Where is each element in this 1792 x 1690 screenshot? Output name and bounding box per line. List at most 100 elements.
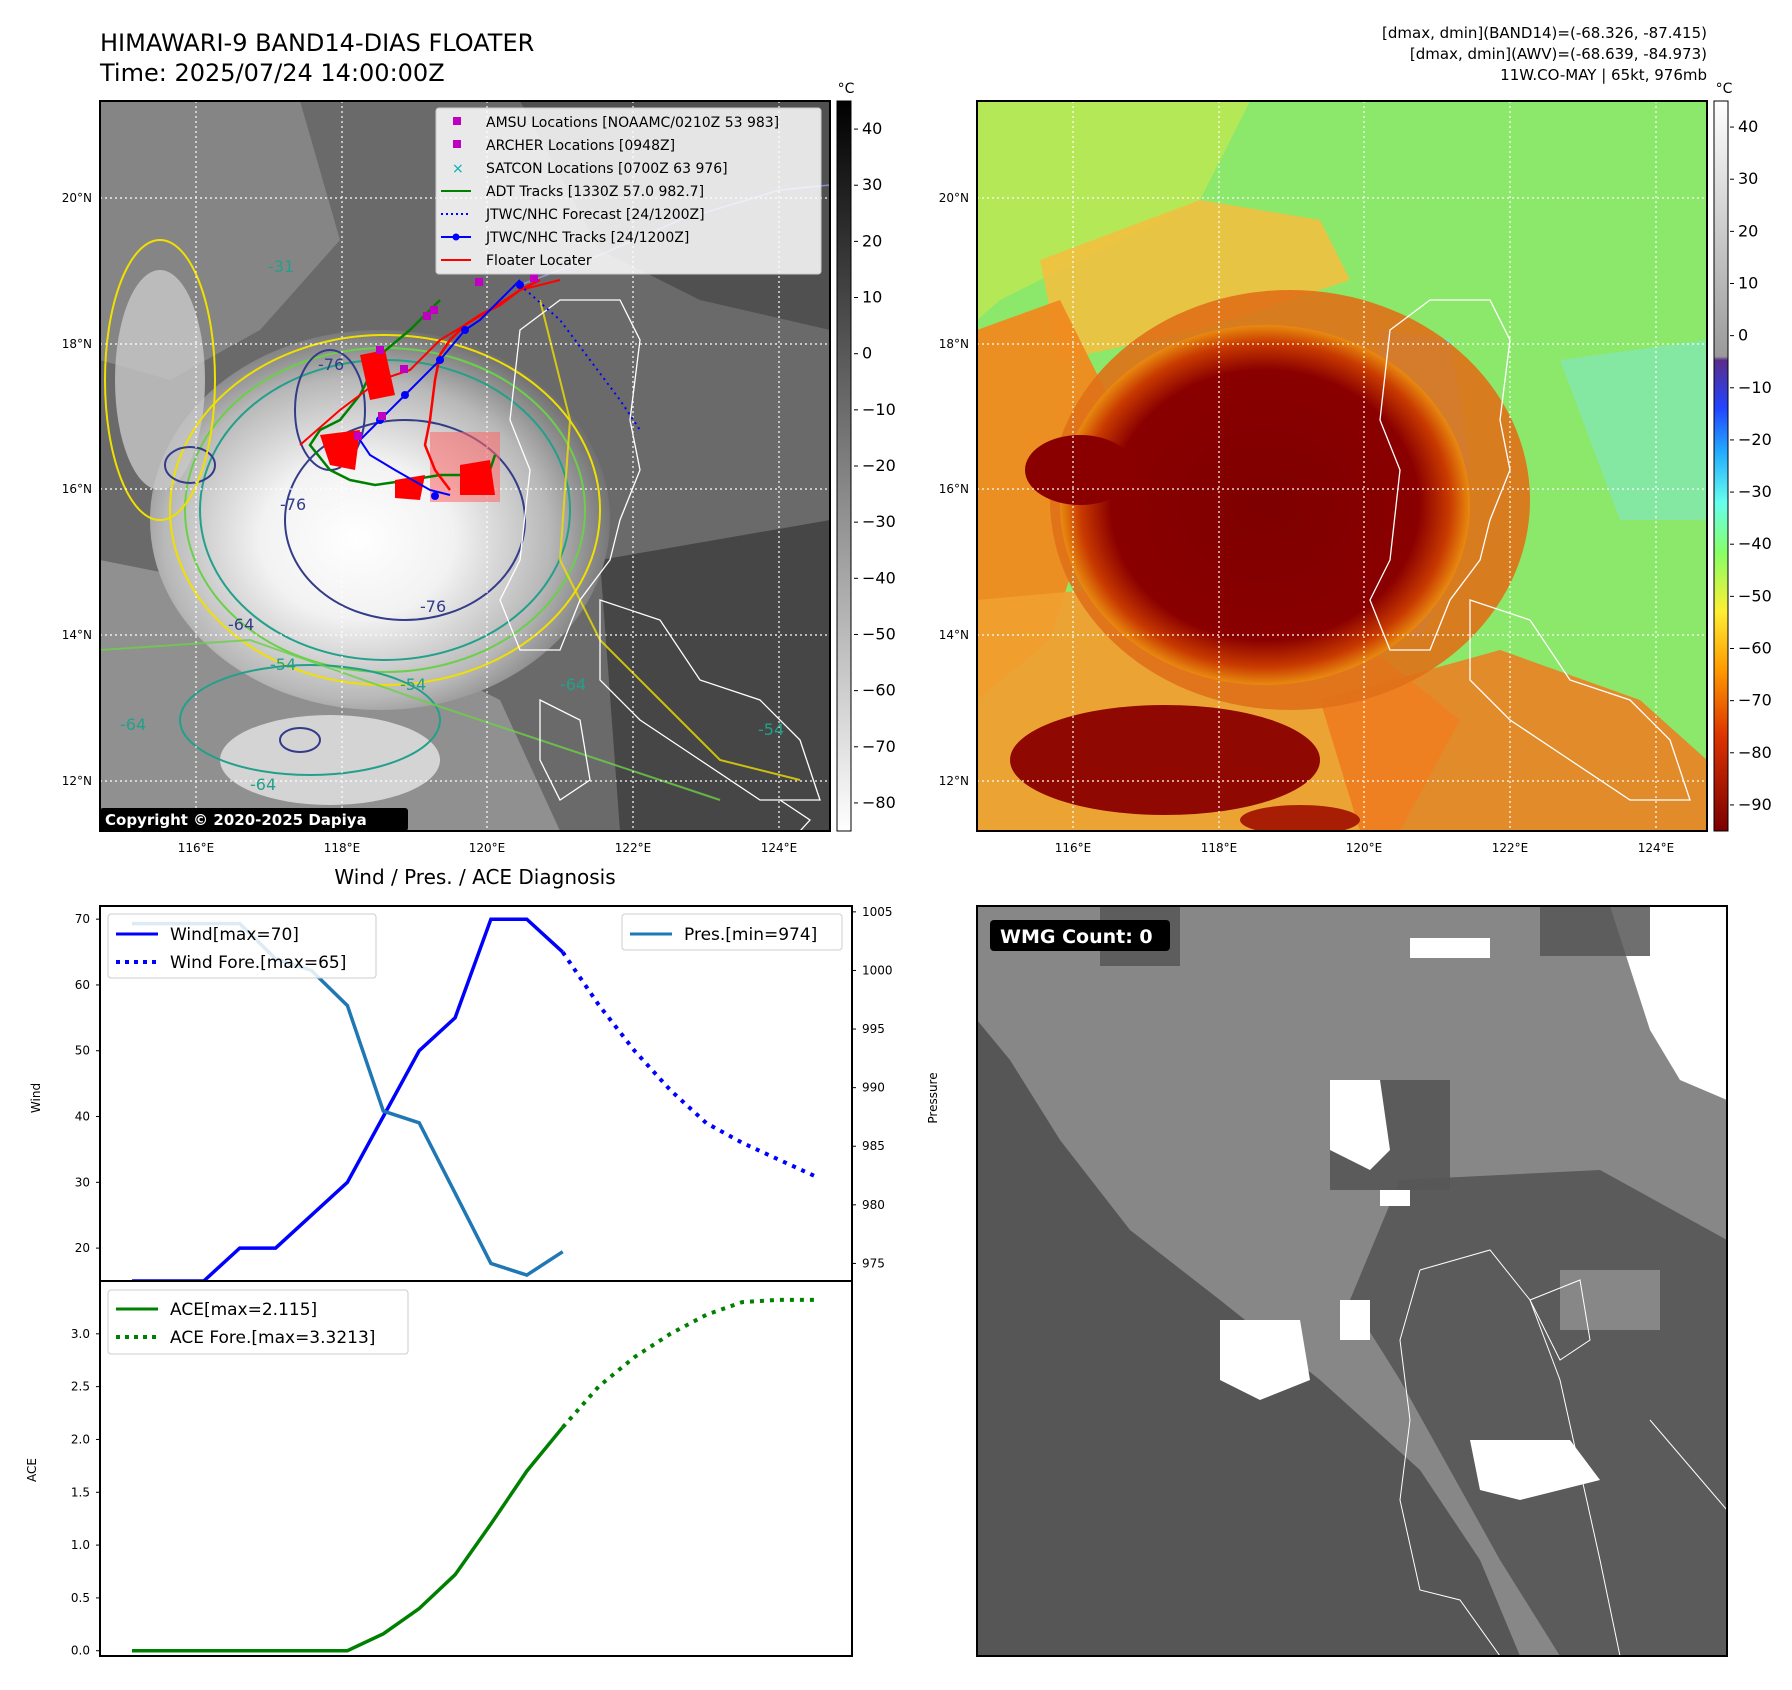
contour-green	[184, 347, 586, 673]
jtwc-forecast	[519, 284, 641, 431]
dias-coastline	[1369, 299, 1511, 651]
ir-lon-labels: 116°E 118°E 120°E 122°E 124°E	[178, 841, 798, 855]
svg-text:116°E: 116°E	[1055, 841, 1092, 855]
wind-ylabel: Wind	[29, 1083, 43, 1113]
colorbar-tick-label: −10	[1738, 378, 1772, 397]
dias-gridlines	[977, 101, 1707, 831]
ytick-label: 70	[75, 912, 90, 926]
svg-text:×: ×	[452, 161, 464, 177]
colorbar-tick-label: 20	[862, 231, 882, 250]
colorbar-tick-label: −30	[1738, 482, 1772, 501]
svg-text:14°N: 14°N	[939, 628, 969, 642]
wmg-count-badge	[990, 920, 1170, 951]
svg-text:-54: -54	[758, 720, 784, 739]
svg-text:-64: -64	[560, 675, 586, 694]
svg-text:118°E: 118°E	[1201, 841, 1238, 855]
ir-map-panel: -31 -54 -64 -76 -64 -54 -64 -76 -76 -64 …	[62, 81, 896, 855]
svg-text:-76: -76	[318, 355, 344, 374]
svg-text:-64: -64	[120, 715, 146, 734]
figure-title: HIMAWARI-9 BAND14-DIAS FLOATER	[100, 29, 534, 57]
svg-text:-64: -64	[250, 775, 276, 794]
figure-time: Time: 2025/07/24 14:00:00Z	[99, 59, 445, 87]
ir-lat-labels: 20°N 18°N 16°N 14°N 12°N	[62, 191, 92, 788]
colorbar-tick-label: −70	[862, 737, 896, 756]
colorbar-tick-label: −50	[1738, 586, 1772, 605]
ir-map-frame	[99, 100, 831, 832]
colorbar-tick-label: −20	[862, 456, 896, 475]
svg-text:122°E: 122°E	[1492, 841, 1529, 855]
ytick-label: 0.5	[71, 1591, 90, 1605]
svg-text:118°E: 118°E	[324, 841, 361, 855]
legend-satcon: SATCON Locations [0700Z 63 976]	[486, 161, 728, 177]
colorbar-tick-label: −20	[1738, 430, 1772, 449]
colorbar-tick-label: 40	[862, 119, 882, 138]
ir-colorbar-ticks: 40 30 20 10 0 −10 −20 −30 −40 −50 −60 −70 −80	[854, 119, 896, 812]
ytick-label: 1.0	[71, 1538, 90, 1552]
svg-text:-54: -54	[270, 655, 296, 674]
ytick-label: 60	[75, 978, 90, 992]
floater-track	[423, 278, 541, 491]
svg-text:18°N: 18°N	[62, 337, 92, 351]
svg-text:-64: -64	[228, 615, 254, 634]
svg-text:124°E: 124°E	[1638, 841, 1675, 855]
dias-colorbar-unit: °C	[1716, 81, 1733, 97]
wind-legend: Wind[max=70] Wind Fore.[max=65]	[107, 913, 377, 979]
wind-yaxis: 20 30 40 50 60 70	[75, 912, 100, 1255]
wind-pressure-panel: Wind / Pres. / ACE Diagnosis 20 30 40 50 60 7…	[29, 865, 940, 1283]
colorbar-tick-label: −60	[862, 681, 896, 700]
colorbar-tick-label: 20	[1738, 221, 1758, 240]
svg-text:120°E: 120°E	[1346, 841, 1383, 855]
ytick-label: 40	[75, 1110, 90, 1124]
ir-colorbar	[836, 100, 852, 832]
ytick-label: 30	[75, 1175, 90, 1189]
series-ace	[132, 1426, 565, 1653]
pressure-legend: Pres.[min=974]	[621, 913, 843, 951]
wmg-white-blob	[1220, 1320, 1310, 1400]
wmg-panel: WMG Count: 0	[976, 905, 1728, 1657]
dias-colorbar-ticks: 40 30 20 10 0 −10 −20 −30 −40 −50 −60 −70 −80 −90	[1730, 117, 1772, 814]
legend-amsu: AMSU Locations [NOAAMC/0210Z 53 983]	[486, 115, 779, 131]
legend-adt: ADT Tracks [1330Z 57.0 982.7]	[486, 184, 704, 200]
legend-floater: Floater Locater	[486, 253, 592, 269]
ytick-label: 0.0	[71, 1644, 90, 1658]
dias-storm-core	[1060, 325, 1470, 685]
colorbar-tick-label: −90	[1738, 795, 1772, 814]
colorbar-tick-label: 30	[862, 175, 882, 194]
colorbar-tick-label: −10	[862, 400, 896, 419]
colorbar-tick-label: 0	[862, 344, 872, 363]
colorbar-tick-label: 40	[1738, 117, 1758, 136]
svg-text:12°N: 12°N	[62, 774, 92, 788]
colorbar-tick-label: −60	[1738, 639, 1772, 658]
dias-map-panel: 20°N 18°N 16°N 14°N 12°N 116°E 118°E 120…	[939, 81, 1772, 855]
ytick-right-label: 985	[862, 1139, 885, 1153]
svg-text:-76: -76	[280, 495, 306, 514]
ytick-right-label: 1005	[862, 905, 893, 919]
colorbar-tick-label: −40	[1738, 534, 1772, 553]
dias-lat-labels: 20°N 18°N 16°N 14°N 12°N	[939, 191, 969, 788]
dias-map-frame	[976, 100, 1708, 832]
colorbar-tick-label: 10	[862, 288, 882, 307]
ace-series-group	[132, 1297, 814, 1653]
dias-colorbar	[1713, 100, 1729, 832]
ytick-label: 3.0	[71, 1327, 90, 1341]
legend-archer: ARCHER Locations [0948Z]	[486, 138, 675, 154]
legend-pressure: Pres.[min=974]	[684, 925, 817, 945]
ytick-right-label: 980	[862, 1198, 885, 1212]
svg-text:18°N: 18°N	[939, 337, 969, 351]
legend-wind: Wind[max=70]	[170, 925, 299, 945]
legend-wind-forecast: Wind Fore.[max=65]	[170, 953, 346, 973]
ace-legend: ACE[max=2.115] ACE Fore.[max=3.3213]	[107, 1289, 409, 1355]
svg-text:20°N: 20°N	[939, 191, 969, 205]
pressure-yaxis: 975 980 985 990 995 1000 1005	[852, 905, 893, 1270]
jtwc-track	[358, 279, 521, 496]
svg-text:-31: -31	[268, 257, 294, 276]
luzon-coastline	[499, 299, 641, 651]
svg-text:120°E: 120°E	[469, 841, 506, 855]
svg-text:-76: -76	[420, 597, 446, 616]
colorbar-tick-label: −80	[862, 793, 896, 812]
colorbar-tick-label: −40	[862, 568, 896, 587]
ace-yaxis: 0.0 0.5 1.0 1.5 2.0 2.5 3.0	[71, 1327, 100, 1658]
contour-labels: -31 -54 -64 -76 -64 -54 -64 -76 -76 -64 …	[120, 257, 784, 794]
svg-text:116°E: 116°E	[178, 841, 215, 855]
svg-text:-54: -54	[400, 675, 426, 694]
